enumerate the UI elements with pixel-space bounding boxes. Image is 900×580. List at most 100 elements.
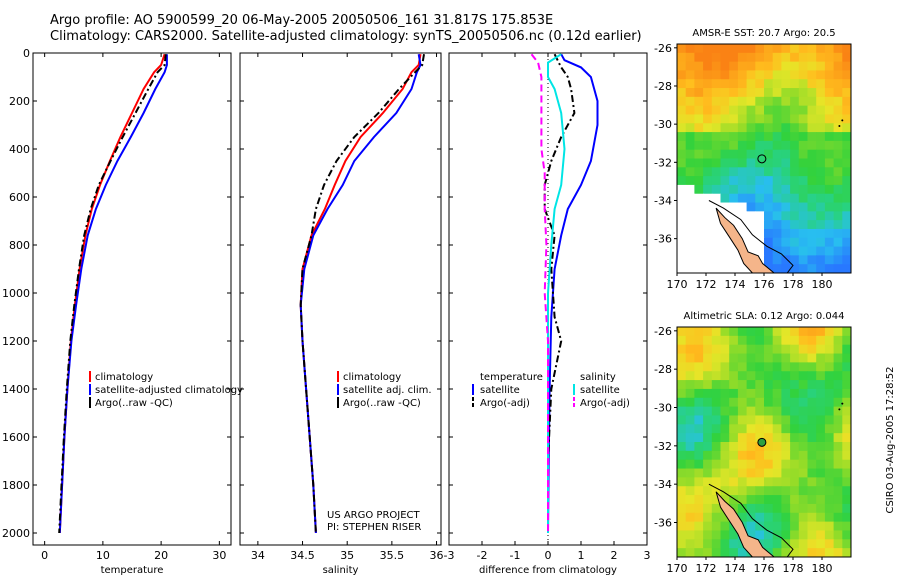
sst_map-cell: [755, 70, 765, 80]
sst_map-cell: [764, 237, 774, 248]
sla_map-cell: [677, 530, 687, 540]
sla_map-cell: [703, 459, 713, 470]
sst_map-cell: [685, 52, 695, 63]
sla_map-cell: [703, 344, 713, 355]
sla_map-cell: [737, 388, 748, 399]
sst_map-cell: [781, 96, 791, 107]
sla_map-xtick-label: 172: [696, 562, 717, 575]
sst_map-cell: [755, 202, 765, 212]
sla_map-cell: [677, 353, 687, 363]
difference-xtick-label: 0: [545, 549, 552, 562]
sla_map-cell: [685, 477, 695, 487]
sla_map-contour: [708, 483, 794, 558]
sla_map-cell: [842, 486, 852, 496]
sla_map-cell: [737, 327, 748, 337]
sst_map-cell: [781, 70, 791, 80]
sst_map-cell: [755, 123, 765, 133]
sst_map-cell: [711, 176, 721, 186]
sla_map-cell: [816, 459, 826, 470]
sst_map-cell: [711, 140, 721, 151]
sst_map-cell: [790, 255, 800, 265]
sst_map-cell: [833, 105, 843, 115]
sla_map-cell: [824, 486, 835, 496]
sst_map-cell: [781, 176, 791, 186]
sst_map-cell: [685, 114, 695, 124]
sla_map-cell: [790, 495, 800, 505]
sst_map-cell: [711, 149, 721, 159]
argo-position-marker: [757, 154, 767, 164]
sst_map-cell: [816, 211, 826, 221]
sla_map-cell: [694, 512, 704, 523]
sla_map-cell: [842, 512, 852, 523]
sst_map-cell: [807, 149, 817, 159]
sla_map-cell: [790, 344, 800, 355]
sla_map-cell: [781, 433, 791, 443]
sla_map-cell: [816, 415, 826, 425]
sst_map-cell: [790, 246, 800, 256]
sla_map-cell: [711, 371, 721, 381]
sla_map-cell: [764, 353, 774, 363]
sla_map-cell: [746, 459, 756, 470]
sla_map-cell: [694, 344, 704, 355]
sst_map-cell: [781, 228, 791, 239]
sst_map-cell: [677, 184, 687, 195]
sla_map-cell: [764, 388, 774, 399]
sla_map-cell: [772, 424, 782, 434]
argo-position-marker: [757, 437, 767, 447]
sla_map-cell: [816, 521, 826, 531]
sla_map-xtick-label: 176: [754, 562, 775, 575]
sst_map-cell: [798, 96, 808, 107]
sla_map-cell: [711, 512, 721, 523]
sla_map-cell: [790, 388, 800, 399]
sst_map-cell: [772, 123, 782, 133]
sla_map-cell: [781, 548, 791, 558]
sst_map-cell: [729, 255, 739, 265]
sst_map-cell: [755, 140, 765, 151]
sla_map-cell: [677, 388, 687, 399]
sst_map-cell: [711, 52, 721, 63]
sst_map-cell: [816, 52, 826, 63]
sla_map-cell: [842, 380, 852, 390]
sst_map-cell: [694, 167, 704, 177]
sst_map-cell: [798, 264, 808, 274]
sst_map-cell: [677, 220, 687, 230]
sst_map-cell: [685, 246, 695, 256]
sst_map-cell: [798, 140, 808, 151]
sst_map-cell: [720, 202, 730, 212]
sst_map-cell: [729, 246, 739, 256]
sla_map-cell: [764, 335, 774, 346]
sst_map-cell: [824, 220, 835, 230]
sla_map-cell: [746, 406, 756, 416]
sst_map-cell: [720, 246, 730, 256]
sla_map-cell: [729, 459, 739, 470]
sla_map-cell: [781, 371, 791, 381]
sst_map-cell: [755, 158, 765, 168]
sla_map-cell: [798, 459, 808, 470]
sst_map-cell: [781, 114, 791, 124]
sst_map-cell: [720, 176, 730, 186]
sla_map-cell: [807, 530, 817, 540]
sst_map-cell: [798, 237, 808, 248]
sst_map-cell: [729, 140, 739, 151]
sst_map-cell: [798, 149, 808, 159]
sla_map-cell: [685, 486, 695, 496]
sst_map-cell: [824, 228, 835, 239]
sst_map-cell: [729, 44, 739, 54]
sst_map-cell: [729, 184, 739, 195]
sst_map-cell: [694, 70, 704, 80]
sla_map-cell: [685, 371, 695, 381]
sst_map-cell: [720, 88, 730, 98]
salinity-xtick-label: 35.5: [380, 549, 405, 562]
sla_map-cell: [807, 442, 817, 452]
salinity-series-line: [299, 54, 425, 534]
sst_map-cell: [711, 264, 721, 274]
sst_map-cell: [746, 61, 756, 71]
sla_map-cell: [824, 539, 835, 549]
sst_map-cell: [694, 176, 704, 186]
sla_map-cell: [694, 424, 704, 434]
sst_map-cell: [816, 255, 826, 265]
sst_map-cell: [790, 105, 800, 115]
sla_map-cell: [677, 442, 687, 452]
sst_map-cell: [842, 167, 852, 177]
sst_map-cell: [711, 184, 721, 195]
